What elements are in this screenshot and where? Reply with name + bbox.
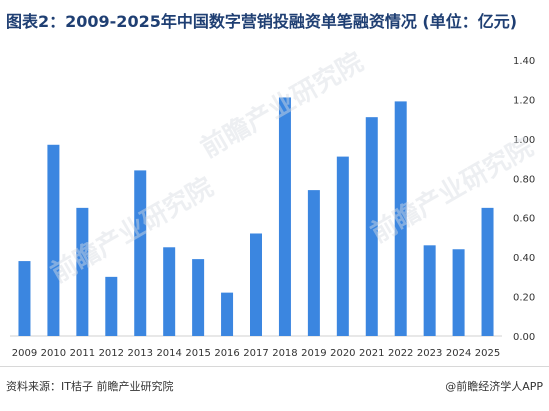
brand-credit: @前瞻经济学人APP	[445, 380, 543, 393]
bar-2021	[365, 117, 378, 337]
x-tick-label: 2013	[128, 348, 153, 359]
bar-2009	[18, 261, 31, 336]
y-tick-label: 0.60	[513, 214, 535, 225]
bar-2014	[163, 247, 176, 336]
bar-2019	[307, 190, 320, 336]
bar-2017	[250, 233, 262, 336]
x-tick-label: 2024	[446, 348, 471, 359]
x-tick-label: 2014	[156, 348, 181, 359]
x-tick-label: 2010	[41, 348, 66, 359]
x-tick-label: 2021	[359, 348, 384, 359]
bar-2013	[134, 170, 147, 336]
x-tick-label: 2012	[99, 348, 124, 359]
bar-2015	[192, 259, 205, 336]
x-tick-label: 2017	[243, 348, 268, 359]
x-tick-label: 2016	[214, 348, 239, 359]
bar-2020	[336, 156, 349, 336]
bar-2023	[423, 245, 436, 336]
y-tick-label: 1.20	[513, 95, 535, 106]
x-tick-label: 2022	[388, 348, 413, 359]
y-tick-label: 0.40	[513, 253, 535, 264]
y-tick-label: 0.20	[513, 293, 535, 304]
bar-2010	[47, 144, 60, 336]
y-tick-label: 1.40	[513, 56, 535, 67]
x-tick-label: 2019	[301, 348, 326, 359]
x-tick-label: 2011	[70, 348, 95, 359]
bar-2018	[278, 97, 291, 336]
bar-2024	[452, 249, 465, 336]
x-tick-label: 2020	[330, 348, 355, 359]
bar-2022	[394, 101, 407, 337]
bar-2016	[221, 292, 234, 336]
x-tick-label: 2023	[417, 348, 442, 359]
bar-2025	[481, 207, 494, 336]
x-tick-label: 2015	[185, 348, 210, 359]
x-tick-label: 2018	[272, 348, 297, 359]
source-note: 资料来源：IT桔子 前瞻产业研究院	[6, 380, 174, 393]
x-tick-label: 2025	[475, 348, 500, 359]
x-tick-label: 2009	[12, 348, 37, 359]
bar-2012	[105, 276, 118, 336]
footer-divider	[0, 366, 549, 367]
y-tick-label: 0.80	[513, 174, 535, 185]
y-tick-label: 1.00	[513, 135, 535, 146]
y-tick-label: 0.00	[513, 332, 535, 343]
chart-title: 图表2：2009-2025年中国数字营销投融资单笔融资情况 (单位：亿元)	[6, 12, 518, 31]
bar-2011	[76, 207, 89, 336]
